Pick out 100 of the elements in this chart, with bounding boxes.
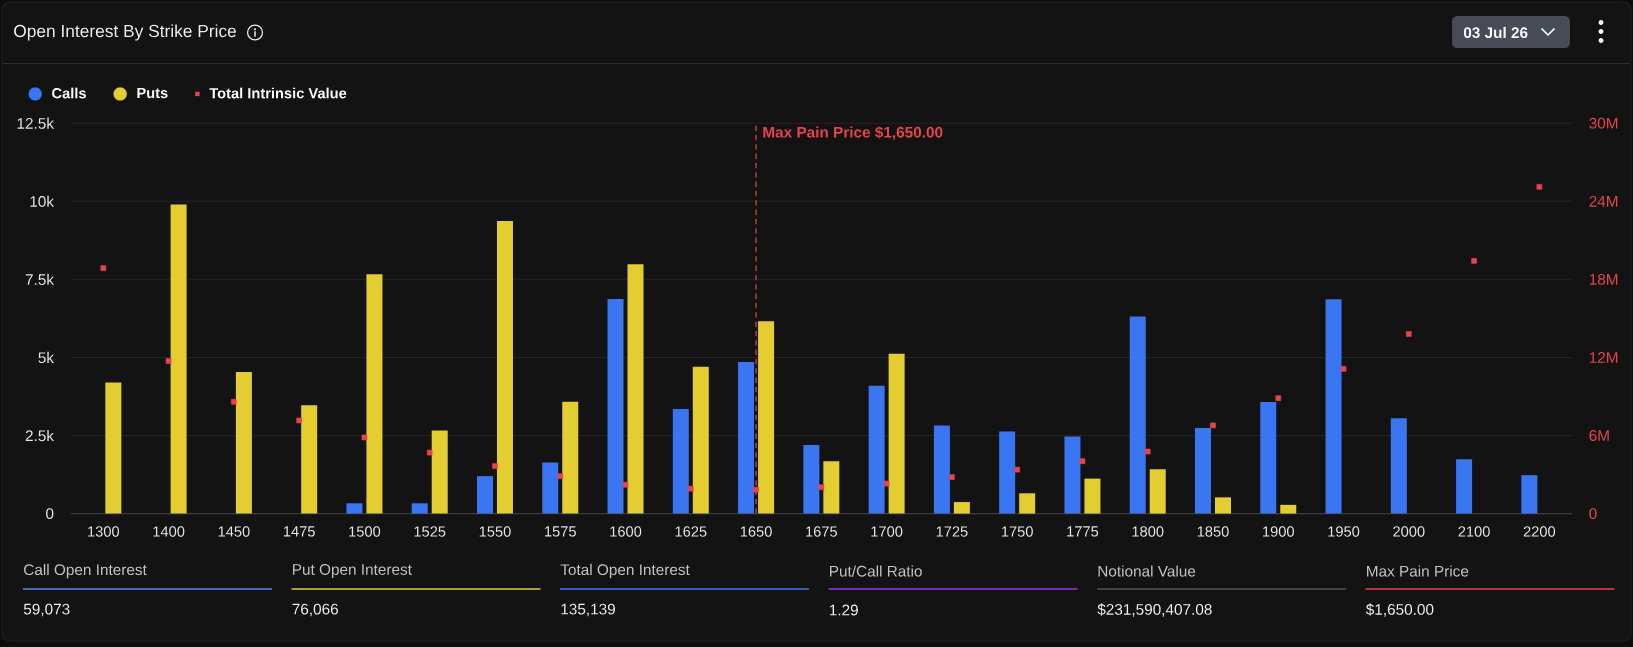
point [231, 399, 237, 405]
point [1536, 184, 1543, 190]
point [361, 434, 368, 441]
x-tick-label: 1300 [88, 526, 120, 537]
point [100, 265, 107, 271]
point [1340, 366, 1347, 372]
x-tick-label: 2200 [1523, 526, 1556, 537]
bar [672, 408, 689, 514]
point [426, 449, 433, 456]
legend-label: Puts [137, 87, 168, 99]
point [557, 473, 564, 479]
point [688, 485, 694, 492]
text: 03 Jul 26 [1463, 26, 1528, 39]
x-tick-label: 1525 [414, 526, 446, 537]
text: Call Open Interest [24, 563, 147, 579]
bar [235, 372, 252, 514]
text: Put/Call Ratio [830, 565, 922, 577]
text: 135,139 [561, 603, 615, 617]
bar [868, 385, 885, 514]
x-tick-label: 1850 [1197, 526, 1229, 537]
y-tick-label: 10k [30, 195, 55, 207]
point [949, 474, 955, 480]
x-tick-label: 2100 [1458, 526, 1490, 537]
y2-tick-label: 18M [1589, 273, 1618, 285]
y2-tick-label: 30M [1589, 117, 1618, 129]
text: $231,590,407.08 [1097, 603, 1212, 617]
bar [888, 353, 905, 514]
point [296, 417, 302, 424]
point [1014, 466, 1020, 473]
x-tick-label: 1900 [1263, 526, 1294, 537]
x-tick-label: 1775 [1067, 526, 1099, 537]
bar [1521, 475, 1538, 514]
bar [105, 382, 122, 514]
bar [1019, 493, 1036, 514]
y-tick-label: 12.5k [17, 117, 55, 129]
bar [1129, 316, 1146, 514]
bar [1456, 459, 1473, 514]
x-tick-label: 1575 [545, 526, 576, 537]
text: Notional Value [1098, 565, 1196, 577]
point [165, 358, 172, 364]
point [1210, 422, 1216, 429]
x-tick-label: 1550 [479, 526, 511, 537]
point [492, 463, 498, 469]
x-tick-label: 1400 [153, 526, 185, 537]
bar [1214, 497, 1231, 514]
point [753, 486, 759, 493]
y2-tick-label: 6M [1589, 430, 1609, 441]
chart-title: Open Interest By Strike Price [14, 24, 236, 41]
y-tick-label: 7.5k [25, 273, 55, 285]
bar [999, 431, 1016, 514]
bar [366, 274, 383, 514]
bar [562, 401, 579, 514]
x-tick-label: 1650 [740, 526, 772, 537]
text: 76,066 [292, 603, 338, 617]
x-tick-label: 2000 [1393, 526, 1425, 537]
bar [953, 502, 970, 514]
bar [1325, 299, 1342, 514]
text: $1,650.00 [1365, 603, 1434, 617]
text: 1.29 [829, 604, 858, 616]
bar [803, 444, 820, 514]
bar [933, 425, 950, 514]
point [1275, 395, 1282, 401]
point [883, 480, 890, 487]
x-tick-label: 1675 [806, 526, 838, 537]
x-tick-label: 1950 [1328, 526, 1360, 537]
bar [1084, 478, 1101, 514]
x-tick-label: 1750 [1001, 526, 1033, 537]
bar [1064, 436, 1081, 514]
point [622, 481, 629, 488]
text: Total Open Interest [560, 563, 690, 579]
ref-line-label: Max Pain Price $1,650.00 [763, 126, 943, 140]
x-tick-label: 1700 [871, 526, 903, 537]
bar [411, 503, 428, 514]
point [1471, 258, 1477, 264]
y-tick-label: 0 [46, 508, 54, 520]
x-tick-label: 1800 [1132, 526, 1164, 537]
x-tick-label: 1625 [675, 526, 707, 537]
bar [496, 220, 513, 514]
bar [627, 264, 644, 514]
x-tick-label: 1475 [283, 526, 315, 537]
bar [758, 321, 775, 514]
y-tick-label: 2.5k [25, 429, 55, 442]
point [1406, 331, 1412, 337]
x-tick-label: 1600 [610, 526, 642, 537]
text: Max Pain Price [1367, 565, 1469, 577]
bar [301, 405, 318, 514]
x-tick-label: 1500 [349, 526, 381, 537]
bar [1280, 504, 1297, 514]
x-tick-label: 1725 [936, 526, 968, 537]
point [1144, 448, 1151, 455]
point [818, 484, 825, 490]
bar [170, 204, 187, 514]
bar [1260, 402, 1277, 514]
x-tick-label: 1450 [218, 526, 250, 537]
y2-tick-label: 24M [1589, 195, 1618, 207]
bar [346, 503, 363, 514]
legend-label: Total Intrinsic Value [209, 87, 347, 99]
bar [542, 462, 559, 514]
y2-tick-label: 12M [1589, 352, 1618, 363]
legend-label: Calls [52, 87, 86, 99]
